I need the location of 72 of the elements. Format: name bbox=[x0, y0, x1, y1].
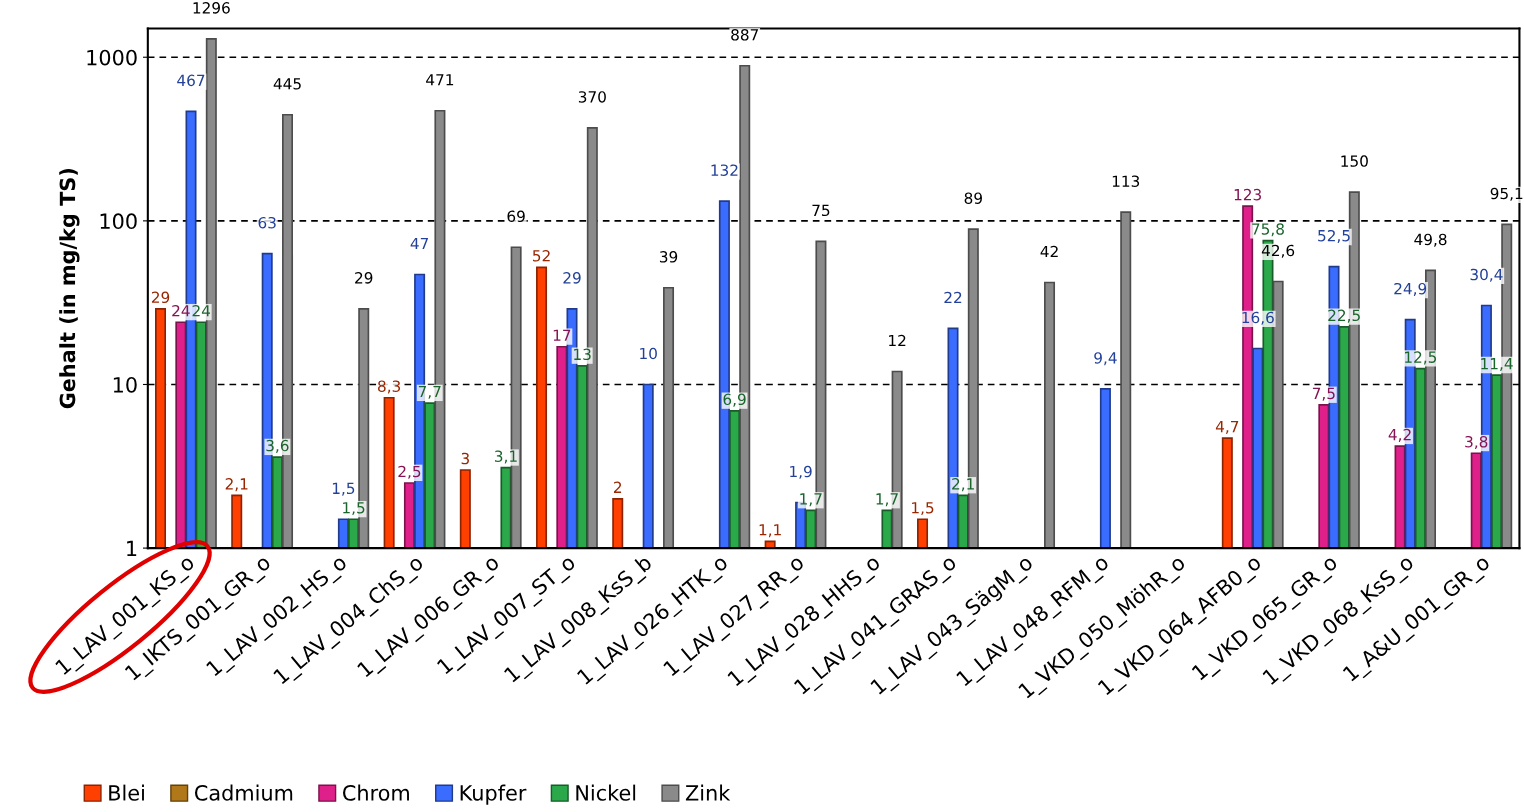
data-label: 3,6 bbox=[266, 439, 289, 453]
data-label: 49,8 bbox=[1414, 233, 1447, 247]
data-label: 16,6 bbox=[1242, 311, 1274, 325]
data-label: 89 bbox=[964, 192, 982, 204]
data-label: 123 bbox=[1234, 188, 1261, 201]
legend-label: Chrom bbox=[343, 784, 409, 801]
data-label: 132 bbox=[711, 164, 738, 176]
data-label: 10 bbox=[640, 347, 657, 360]
y-tick-label: 10 bbox=[113, 376, 137, 393]
data-label: 1296 bbox=[193, 2, 230, 14]
data-label: 39 bbox=[659, 251, 678, 263]
data-label: 1,7 bbox=[800, 493, 822, 507]
data-label: 75 bbox=[812, 204, 830, 217]
y-tick-label: 1 bbox=[127, 540, 137, 557]
data-label: 1,5 bbox=[343, 502, 365, 516]
data-label: 63 bbox=[258, 216, 276, 229]
data-label: 113 bbox=[1112, 175, 1140, 187]
y-tick-label: 1000 bbox=[87, 49, 137, 66]
data-label: 42,6 bbox=[1261, 244, 1295, 258]
data-label: 7,5 bbox=[1312, 387, 1335, 401]
data-label: 29 bbox=[151, 291, 170, 304]
data-label: 30,4 bbox=[1470, 268, 1503, 282]
data-label: 29 bbox=[355, 272, 373, 284]
legend-label: Kupfer bbox=[460, 784, 527, 805]
data-label: 370 bbox=[578, 91, 606, 103]
legend-label: Cadmium bbox=[194, 784, 293, 801]
data-label: 467 bbox=[177, 74, 205, 87]
data-label: 445 bbox=[273, 78, 301, 90]
legend-label: Nickel bbox=[576, 784, 636, 801]
data-label: 1,9 bbox=[790, 465, 812, 479]
data-label: 3,8 bbox=[1465, 435, 1488, 450]
data-label: 3 bbox=[461, 452, 469, 465]
legend-label: Zink bbox=[685, 784, 731, 801]
data-label: 24 bbox=[172, 304, 190, 317]
data-label: 12 bbox=[889, 334, 906, 347]
data-label: 9,4 bbox=[1094, 352, 1117, 366]
data-label: 2,1 bbox=[952, 478, 974, 492]
data-label: 22 bbox=[944, 291, 962, 304]
data-label: 29 bbox=[563, 272, 581, 284]
data-label: 2,5 bbox=[398, 465, 421, 479]
data-label: 17 bbox=[553, 329, 571, 341]
y-axis-title: Gehalt (in mg/kg TS) bbox=[59, 168, 80, 409]
data-label: 6,9 bbox=[723, 393, 746, 407]
data-label: 1,5 bbox=[912, 502, 934, 516]
data-label: 24 bbox=[192, 304, 211, 317]
data-label: 52,5 bbox=[1318, 229, 1350, 244]
data-label: 13 bbox=[574, 348, 591, 361]
data-label: 4,2 bbox=[1388, 428, 1411, 442]
legend-label: Blei bbox=[109, 784, 144, 801]
data-label: 1,1 bbox=[759, 524, 781, 538]
data-label: 42 bbox=[1040, 245, 1058, 258]
data-label: 150 bbox=[1341, 155, 1368, 167]
data-label: 12,5 bbox=[1405, 351, 1437, 365]
data-label: 887 bbox=[731, 29, 758, 41]
data-label: 11,4 bbox=[1481, 358, 1513, 371]
data-label: 75,8 bbox=[1252, 223, 1284, 237]
data-label: 24,9 bbox=[1394, 282, 1427, 297]
data-label: 52 bbox=[532, 250, 550, 262]
data-label: 1,7 bbox=[876, 493, 898, 507]
data-label: 471 bbox=[426, 74, 454, 86]
data-label: 95,1 bbox=[1490, 187, 1523, 201]
data-label: 8,3 bbox=[378, 380, 401, 394]
y-tick-label: 100 bbox=[100, 213, 137, 230]
data-label: 3,1 bbox=[494, 450, 517, 464]
data-label: 47 bbox=[410, 237, 429, 250]
data-label: 22,5 bbox=[1328, 309, 1360, 323]
data-label: 69 bbox=[507, 210, 525, 223]
data-label: 2,1 bbox=[225, 478, 248, 492]
data-label: 4,7 bbox=[1215, 421, 1239, 434]
data-label: 2 bbox=[613, 481, 622, 493]
data-label: 1,5 bbox=[332, 482, 355, 496]
data-label: 7,7 bbox=[418, 385, 441, 399]
